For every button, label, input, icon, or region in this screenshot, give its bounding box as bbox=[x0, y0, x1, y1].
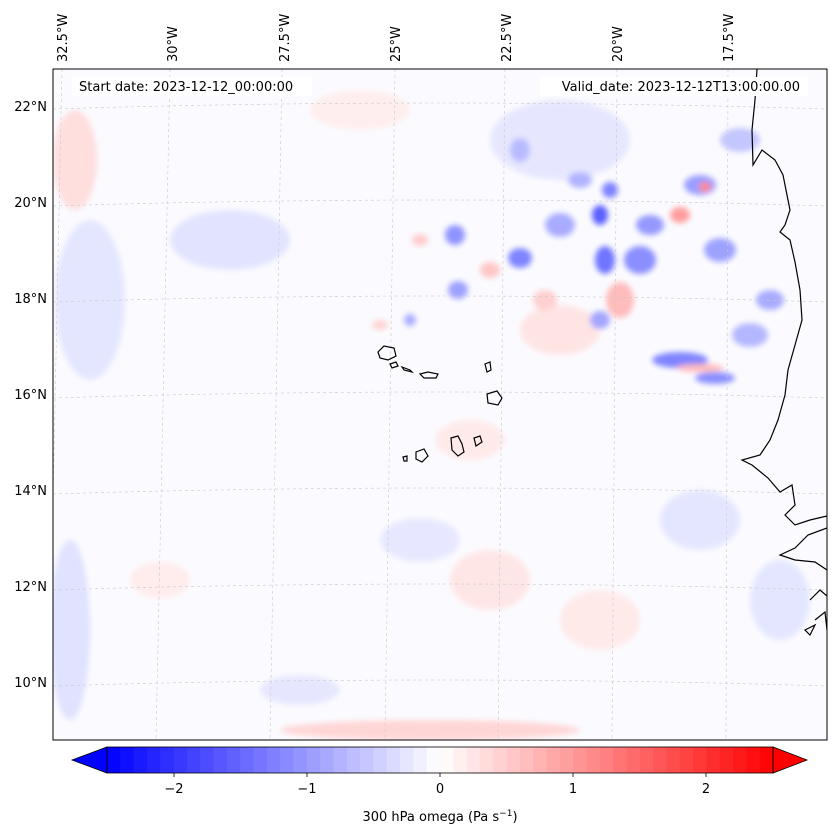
lat-label: 14°N bbox=[14, 484, 47, 499]
map-panel: Start date: 2023-12-12_00:00:00 Valid_da… bbox=[53, 69, 827, 740]
colorbar-tick-label: 2 bbox=[702, 782, 710, 797]
colorbar-segment bbox=[706, 747, 721, 773]
colorbar-segment bbox=[186, 747, 201, 773]
coastline-africa bbox=[740, 69, 827, 637]
colorbar-segment bbox=[466, 747, 481, 773]
colorbar-segment bbox=[759, 747, 774, 773]
lon-label: 32.5°W bbox=[56, 14, 71, 62]
colorbar-segment bbox=[346, 747, 361, 773]
lat-label: 18°N bbox=[14, 292, 47, 307]
lon-label: 20°W bbox=[611, 26, 626, 62]
colorbar-segment bbox=[639, 747, 654, 773]
colorbar-segment bbox=[213, 747, 228, 773]
start-date-box bbox=[72, 77, 312, 96]
colorbar-segment bbox=[173, 747, 188, 773]
colorbar-segment bbox=[506, 747, 521, 773]
colorbar-segment bbox=[519, 747, 534, 773]
colorbar-segment bbox=[266, 747, 281, 773]
colorbar-segment bbox=[400, 747, 414, 773]
lon-label: 17.5°W bbox=[722, 14, 737, 62]
lat-label: 16°N bbox=[14, 388, 47, 403]
colorbar-segment bbox=[586, 747, 601, 773]
colorbar-segment bbox=[453, 747, 468, 773]
colorbar-title-main: 300 hPa omega (Pa s bbox=[362, 810, 499, 825]
colorbar-segment bbox=[386, 747, 401, 773]
colorbar-segment bbox=[653, 747, 668, 773]
colorbar-segment bbox=[613, 747, 628, 773]
colorbar-segment bbox=[666, 747, 681, 773]
colorbar-segment bbox=[533, 747, 548, 773]
colorbar-segment bbox=[426, 747, 441, 773]
colorbar-max-extension bbox=[772, 746, 809, 774]
colorbar-segment bbox=[373, 747, 388, 773]
colorbar-segment bbox=[440, 747, 454, 773]
colorbar-tick-label: 0 bbox=[436, 782, 444, 797]
lat-labels: 22°N 20°N 18°N 16°N 14°N 12°N 10°N bbox=[14, 100, 47, 691]
colorbar-segment bbox=[746, 747, 761, 773]
colorbar-segment bbox=[200, 747, 215, 773]
colorbar-segment bbox=[479, 747, 494, 773]
colorbar-segment bbox=[733, 747, 747, 773]
colorbar-segment bbox=[546, 747, 561, 773]
colorbar-segment bbox=[253, 747, 268, 773]
colorbar-segment bbox=[120, 747, 135, 773]
cape-verde-islands bbox=[377, 345, 503, 463]
lat-label: 10°N bbox=[14, 676, 47, 691]
lat-label: 22°N bbox=[14, 100, 47, 115]
colorbar-segment bbox=[413, 747, 428, 773]
colorbar-tick-label: −1 bbox=[297, 782, 316, 797]
colorbar-segment bbox=[226, 747, 241, 773]
colorbar-segments bbox=[107, 747, 774, 773]
colorbar-ticks bbox=[173, 773, 707, 777]
colorbar-title-close: ) bbox=[512, 810, 517, 825]
colorbar-segment bbox=[719, 747, 734, 773]
start-date-text: Start date: 2023-12-12_00:00:00 bbox=[79, 80, 293, 95]
colorbar-segment bbox=[573, 747, 588, 773]
valid-date-text: Valid_date: 2023-12-12T13:00:00.00 bbox=[562, 80, 800, 95]
colorbar-segment bbox=[333, 747, 348, 773]
colorbar-segment bbox=[493, 747, 508, 773]
lat-label: 12°N bbox=[14, 580, 47, 595]
colorbar-tick-label: 1 bbox=[569, 782, 577, 797]
colorbar-segment bbox=[599, 747, 614, 773]
colorbar-tick-label: −2 bbox=[164, 782, 183, 797]
omega-field bbox=[53, 90, 810, 740]
lon-label: 25°W bbox=[389, 26, 404, 62]
colorbar-segment bbox=[559, 747, 574, 773]
colorbar-segment bbox=[133, 747, 148, 773]
colorbar-segment bbox=[280, 747, 295, 773]
colorbar-segment bbox=[240, 747, 255, 773]
colorbar-title: 300 hPa omega (Pa s−1) bbox=[362, 809, 517, 825]
lon-label: 22.5°W bbox=[500, 14, 515, 62]
colorbar-segment bbox=[693, 747, 707, 773]
colorbar-segment bbox=[360, 747, 374, 773]
colorbar-title-sup: −1 bbox=[499, 809, 512, 819]
valid-date-box bbox=[540, 77, 808, 96]
colorbar-segment bbox=[293, 747, 308, 773]
colorbar-segment bbox=[320, 747, 335, 773]
colorbar-min-extension bbox=[70, 746, 108, 774]
map-frame bbox=[52, 68, 828, 741]
colorbar-segment bbox=[679, 747, 694, 773]
colorbar-segment bbox=[626, 747, 641, 773]
lon-label: 30°W bbox=[166, 26, 181, 62]
colorbar-segment bbox=[107, 747, 121, 773]
colorbar-segment bbox=[146, 747, 161, 773]
colorbar-segment bbox=[160, 747, 175, 773]
lon-labels: 32.5°W 30°W 27.5°W 25°W 22.5°W 20°W 17.5… bbox=[56, 14, 737, 62]
lat-label: 20°N bbox=[14, 196, 47, 211]
graticule bbox=[53, 69, 827, 740]
colorbar: −2 −1 0 1 2 300 hPa omega (Pa s−1) bbox=[70, 746, 809, 825]
colorbar-segment bbox=[306, 747, 321, 773]
lon-label: 27.5°W bbox=[278, 14, 293, 62]
